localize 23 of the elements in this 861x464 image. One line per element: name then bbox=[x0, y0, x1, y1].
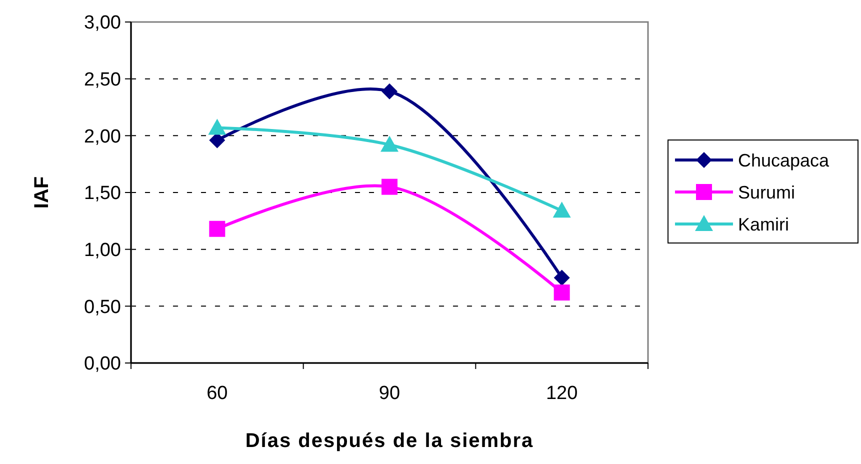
x-tick-label: 120 bbox=[546, 383, 578, 404]
point bbox=[380, 136, 398, 152]
point bbox=[382, 178, 398, 195]
point bbox=[382, 83, 398, 100]
y-tick-label: 0,00 bbox=[84, 354, 121, 375]
legend-label: Chucapaca bbox=[738, 150, 830, 170]
point bbox=[554, 284, 570, 301]
y-tick-label: 1,00 bbox=[84, 240, 121, 261]
y-tick-label: 0,50 bbox=[84, 296, 121, 318]
x-axis-title: Días después de la siembra bbox=[245, 430, 534, 452]
point bbox=[209, 220, 226, 237]
point bbox=[552, 202, 571, 218]
y-tick-label: 2,00 bbox=[84, 126, 121, 148]
x-tick-label: 90 bbox=[378, 383, 400, 404]
y-tick-label: 1,50 bbox=[84, 183, 121, 204]
y-axis-title: IAF bbox=[31, 176, 53, 209]
y-tick-label: 3,00 bbox=[84, 12, 121, 34]
point bbox=[208, 118, 226, 135]
legend-label: Surumi bbox=[738, 182, 796, 202]
y-tick-label: 2,50 bbox=[84, 69, 121, 90]
legend-label: Kamiri bbox=[738, 214, 790, 234]
x-tick-label: 60 bbox=[206, 383, 228, 404]
point bbox=[554, 270, 570, 286]
